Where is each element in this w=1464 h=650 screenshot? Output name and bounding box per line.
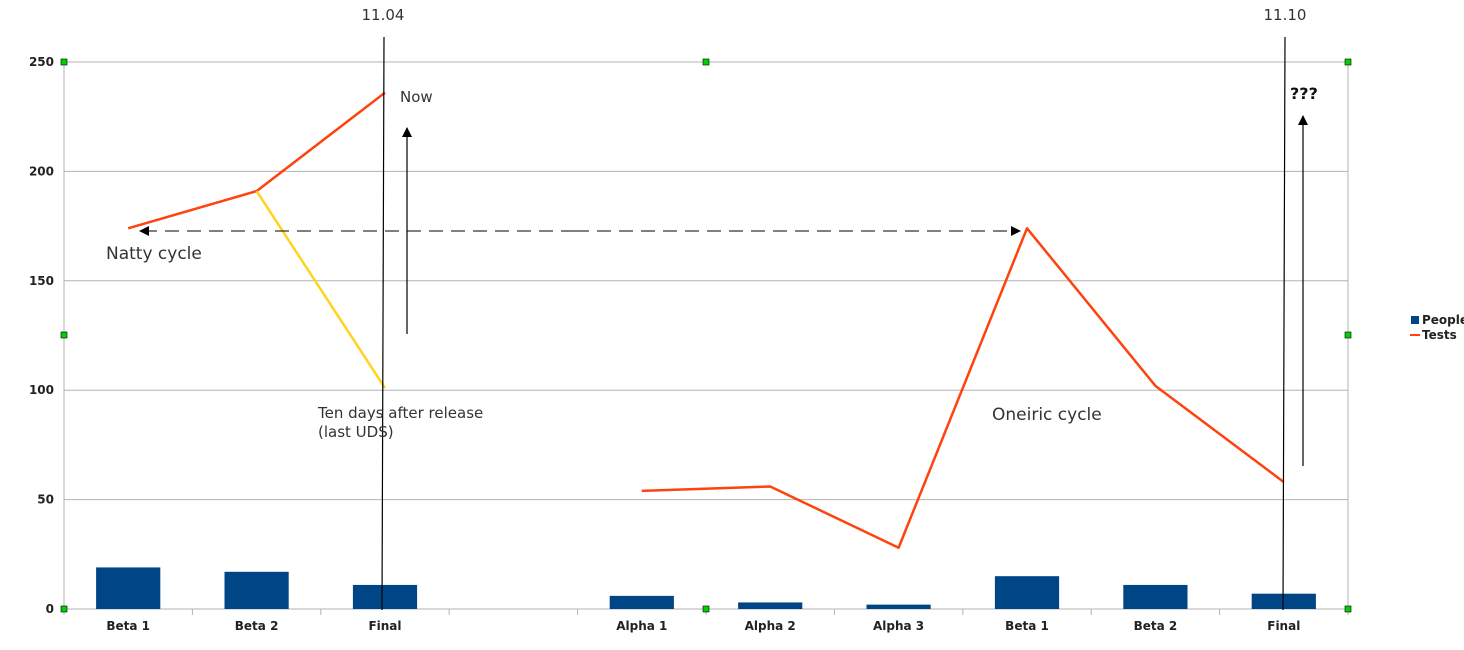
bar-people (609, 595, 674, 609)
x-tick-label: Beta 1 (106, 619, 150, 633)
bar-people (738, 602, 803, 609)
release-line-1104 (381, 36, 385, 611)
now-label: Now (400, 88, 433, 106)
selection-handle[interactable] (702, 605, 710, 613)
ten-days-label-line2: (last UDS) (318, 423, 394, 441)
tests-lines (127, 91, 1285, 549)
legend-people-label: People (1422, 313, 1464, 327)
bar-people (352, 584, 418, 609)
y-tick-label: 0 (46, 602, 54, 616)
unknown-label: ??? (1290, 84, 1318, 103)
release-label-1110: 11.10 (1264, 6, 1307, 24)
x-tick-label: Beta 2 (1134, 619, 1178, 633)
bar-people (96, 567, 161, 609)
oneiric-cycle-label: Oneiric cycle (992, 405, 1102, 425)
selection-handle[interactable] (1344, 605, 1352, 613)
y-tick-label: 100 (29, 383, 54, 397)
grid (63, 61, 1349, 615)
bar-people (1251, 593, 1316, 609)
line-tests (127, 91, 386, 230)
selection-handle[interactable] (60, 58, 68, 66)
bar-people (994, 576, 1060, 609)
x-tick-label: Beta 1 (1005, 619, 1049, 633)
x-tick-label: Final (1267, 619, 1300, 633)
line-tests-extra (255, 190, 387, 389)
bar-people (1123, 584, 1188, 609)
selection-handles (60, 58, 1352, 613)
bar-people (866, 604, 931, 609)
people-bars (96, 567, 1316, 609)
x-tick-label: Alpha 2 (745, 619, 796, 633)
natty-cycle-label: Natty cycle (106, 244, 202, 264)
x-tick-label: Final (368, 619, 401, 633)
selection-handle[interactable] (60, 331, 68, 339)
legend: People Tests (1410, 313, 1464, 342)
ten-days-label-line1: Ten days after release (317, 404, 483, 422)
y-tick-label: 50 (37, 493, 54, 507)
release-line-1110 (1282, 36, 1286, 611)
selection-handle[interactable] (60, 605, 68, 613)
y-axis-tick-labels: 0 50 100 150 200 250 (29, 55, 54, 616)
legend-people-swatch (1411, 316, 1419, 324)
y-tick-label: 150 (29, 274, 54, 288)
legend-tests-label: Tests (1422, 328, 1457, 342)
y-tick-label: 250 (29, 55, 54, 69)
line-tests (641, 227, 1285, 549)
release-label-1104: 11.04 (362, 6, 405, 24)
x-tick-label: Beta 2 (235, 619, 279, 633)
x-axis-tick-labels: Beta 1 Beta 2 Final Alpha 1 Alpha 2 Alpha 3 Be… (106, 619, 1300, 633)
selection-handle[interactable] (702, 58, 710, 66)
x-tick-label: Alpha 3 (873, 619, 924, 633)
selection-handle[interactable] (1344, 331, 1352, 339)
y-tick-label: 200 (29, 164, 54, 178)
selection-handle[interactable] (1344, 58, 1352, 66)
x-tick-label: Alpha 1 (616, 619, 667, 633)
bar-people (224, 571, 289, 609)
